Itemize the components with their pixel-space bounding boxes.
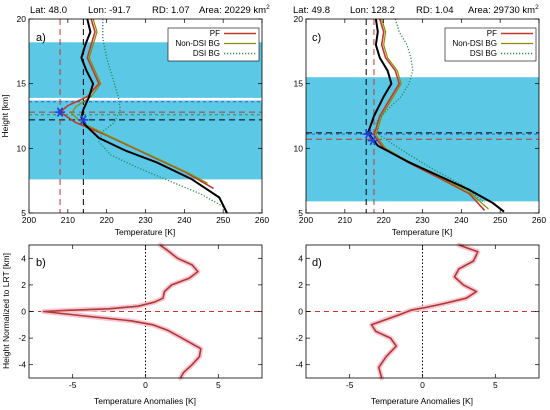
x-tick-label: 250 [493,215,507,225]
header-area-text: Area: 20229 km [199,5,266,16]
header-area-sup: 2 [266,4,270,11]
header-rd: RD: 1.04 [416,5,454,16]
x-tick-label: 200 [22,215,36,225]
x-axis-label: Temperature Anomalies [K] [94,396,196,406]
series-line-non-dsi-bg [71,18,208,184]
x-tick-label: 200 [299,215,313,225]
header-area: Area: 20229 km2 [199,4,270,16]
series-line-profile-0 [370,244,479,379]
y-axis-label: Height Normalized to LRT [km] [1,253,11,369]
x-tick-label: 210 [338,215,352,225]
header-area-sup: 2 [535,4,539,11]
panel-a: 200 210 220 230 240 250 260 5 10 15 20 Lat: 48.0 L… [0,4,270,237]
marker-stroke [80,115,87,125]
shaded-band-0 [29,42,262,180]
x-axis-label: Temperature [K] [392,227,452,237]
panel-label: d) [312,257,322,269]
y-tick-label: -4 [295,360,303,370]
y-tick-label: 20 [294,14,304,24]
legend-label-dsi: DSI BG [470,49,497,58]
x-tick-label: 260 [532,215,546,225]
x-tick-label: 240 [177,215,191,225]
y-tick-label: 4 [21,253,26,263]
y-tick-label: 0 [298,307,303,317]
x-tick-label: 240 [454,215,468,225]
y-tick-label: -4 [18,360,26,370]
y-tick-label: 2 [21,280,26,290]
legend-label-dsi: DSI BG [193,49,220,58]
panel-label: b) [36,257,46,269]
y-tick-label: -2 [295,333,303,343]
x-tick-label: 260 [255,215,269,225]
y-tick-label: 0 [21,307,26,317]
legend: PF Non-DSI BG DSI BG [444,27,537,62]
legend-label-pf: PF [487,29,497,38]
x-tick-label: -5 [69,380,77,390]
y-tick-label: 15 [294,79,304,89]
plot-body: -5 0 5 -4 -2 0 2 4 [18,242,263,390]
header-area: Area: 29730 km2 [468,4,539,16]
x-axis-label: Temperature [K] [115,227,175,237]
y-axis-label: Height [km] [0,95,10,138]
header-area-text: Area: 29730 km [468,5,535,16]
x-tick-label: 0 [420,380,425,390]
panel-b: -5 0 5 -4 -2 0 2 4 b) Height Normalized to LRT … [1,242,263,406]
x-tick-label: 210 [61,215,75,225]
x-tick-label: 5 [216,380,221,390]
series-line-profile-0 [42,244,202,379]
marker-stroke [364,129,372,139]
y-tick-label: 4 [298,253,303,263]
x-tick-label: 0 [143,380,148,390]
header-lat: Lat: 49.8 [293,5,330,16]
y-tick-label: 10 [294,143,304,153]
header-rd: RD: 1.07 [152,5,190,16]
y-tick-label: 2 [298,280,303,290]
shaded-band-0 [306,77,539,206]
legend-label-pf: PF [210,29,220,38]
header-lon: Lon: -91.7 [88,5,131,16]
header-lon: Lon: 128.2 [350,5,395,16]
panel-label: c) [312,32,321,44]
y-tick-label: -2 [18,333,26,343]
x-tick-label: 230 [415,215,429,225]
tropopause-marker-0 [55,107,66,117]
x-tick-label: 250 [216,215,230,225]
panel-d: -5 0 5 -4 -2 0 2 4 d) Temperature Anomalies [K] [295,242,540,406]
y-tick-label: 10 [17,143,27,153]
plot-body: -5 0 5 -4 -2 0 2 4 [295,242,540,390]
x-tick-label: 5 [493,380,498,390]
legend: PF Non-DSI BG DSI BG [167,27,260,62]
tropopause-marker-1 [367,135,378,146]
legend-label-non-dsi: Non-DSI BG [453,39,497,48]
plot-body: 200 210 220 230 240 250 260 5 10 15 20 [294,14,547,225]
x-tick-label: -5 [346,380,354,390]
series-line-profile-3 [367,18,505,213]
y-tick-label: 5 [21,208,26,218]
panel-label: a) [36,32,46,44]
series-line-pf [373,18,486,211]
marker-stroke [369,135,376,146]
marker-stroke [56,107,64,117]
y-tick-label: 15 [17,79,27,89]
series-line-dsi-bg [375,18,486,204]
series-line-profile-3 [80,18,228,214]
x-tick-label: 220 [377,215,391,225]
x-axis-label: Temperature Anomalies [K] [371,396,473,406]
tropopause-marker-0 [363,129,374,139]
tropopause-marker-1 [78,115,89,125]
panel-c: 200 210 220 230 240 250 260 5 10 15 20 Lat: 49.8 L… [293,4,546,237]
shaded-band-1 [306,201,539,207]
y-tick-label: 5 [298,208,303,218]
x-tick-label: 230 [138,215,152,225]
x-tick-label: 220 [100,215,114,225]
header-lat: Lat: 48.0 [30,5,67,16]
y-tick-label: 20 [17,14,27,24]
shaded-band-1 [29,97,262,101]
legend-label-non-dsi: Non-DSI BG [176,39,220,48]
